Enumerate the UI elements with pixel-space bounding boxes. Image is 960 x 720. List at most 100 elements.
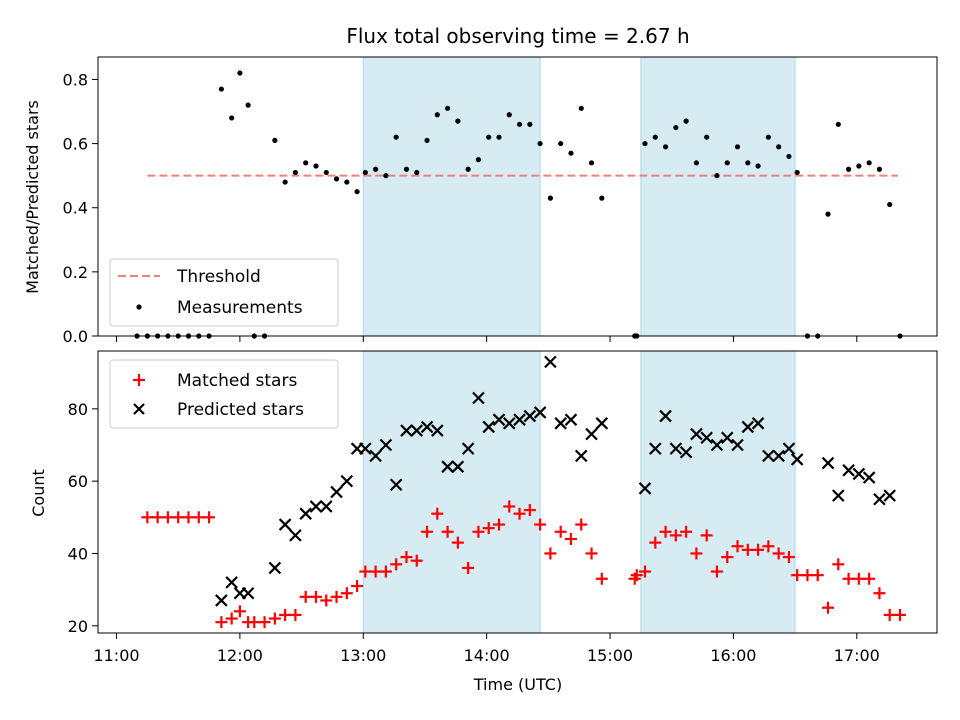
legend-measurements-label: Measurements [177, 298, 303, 318]
measurement-point [568, 150, 574, 156]
predicted-star-point [821, 456, 835, 470]
top-legend-box [109, 258, 339, 327]
matched-star-point [801, 569, 814, 582]
top-y-tick-label: 0.8 [63, 70, 88, 89]
predicted-star-point [319, 500, 333, 513]
predicted-star-point [379, 438, 393, 452]
matched-star-point [852, 572, 865, 585]
predicted-star-point [659, 409, 672, 423]
predicted-star-point [359, 442, 372, 455]
measurement-point [673, 124, 679, 131]
matched-star-point [832, 558, 845, 571]
matched-star-point [503, 500, 516, 513]
predicted-star-point [523, 409, 537, 423]
predicted-star-point [772, 449, 785, 463]
measurement-point [475, 157, 482, 163]
matched-star-point [482, 522, 495, 535]
matched-star-point [462, 561, 475, 574]
measurement-point [465, 166, 471, 172]
predicted-star-point [513, 413, 526, 426]
predicted-star-point [648, 442, 662, 455]
measurement-point [547, 195, 554, 201]
matched-star-point [279, 608, 292, 621]
top-y-tick-label: 0.4 [63, 199, 88, 218]
top-panel: 0.00.20.40.60.8 Matched/Predicted stars … [23, 56, 938, 346]
top-y-axis-label: Matched/Predicted stars [23, 100, 42, 294]
measurement-point [599, 195, 605, 201]
predicted-star-point [451, 460, 465, 473]
matched-star-point [863, 572, 876, 585]
measurement-point [537, 140, 543, 147]
top-shaded-interval [640, 56, 796, 337]
predicted-star-point [862, 471, 876, 484]
measurement-point [558, 140, 564, 147]
matched-star-point [554, 525, 567, 538]
measurement-point [486, 134, 492, 140]
predicted-star-point [544, 355, 557, 369]
measurement-point [745, 160, 751, 166]
matched-star-point [309, 590, 322, 603]
top-y-tick-label: 0.0 [63, 327, 88, 346]
matched-star-point [575, 518, 588, 531]
measurement-point [313, 163, 319, 169]
bottom-y-axis-label: Count [29, 469, 48, 517]
matched-star-point [630, 569, 643, 582]
measurement-point [282, 179, 288, 185]
predicted-star-point [309, 500, 323, 513]
measurement-point [856, 163, 862, 169]
matched-star-point [772, 547, 785, 560]
bottom-legend: Matched stars Predicted stars [109, 359, 339, 429]
bottom-y-tick-label: 60 [68, 472, 88, 491]
matched-star-point [710, 565, 723, 578]
predicted-star-point [400, 424, 413, 437]
matched-star-point [700, 529, 713, 542]
measurement-point [496, 134, 502, 140]
bottom-y-tick-label: 20 [68, 617, 88, 636]
top-legend: Threshold Measurements [109, 258, 339, 327]
matched-star-point [680, 525, 693, 538]
matched-star-point [431, 507, 444, 520]
matched-star-point [752, 543, 765, 556]
matched-star-point [225, 612, 238, 625]
measurement-point [323, 169, 329, 176]
predicted-star-point [585, 427, 598, 441]
matched-star-point [811, 569, 824, 582]
matched-star-point [410, 554, 423, 567]
predicted-star-point [669, 442, 683, 455]
measurement-point [303, 160, 309, 166]
matched-star-point [585, 547, 598, 560]
measurement-point [373, 166, 379, 172]
matched-star-point [161, 511, 174, 524]
measurement-point [734, 144, 741, 150]
predicted-star-point [340, 474, 354, 488]
predicted-star-point [369, 449, 382, 463]
chart-title: Flux total observing time = 2.67 h [346, 24, 689, 48]
predicted-star-point [638, 482, 652, 495]
measurement-point [218, 86, 224, 92]
predicted-star-point [832, 489, 845, 502]
predicted-star-point [533, 406, 547, 419]
x-tick-label: 11:00 [93, 646, 139, 665]
predicted-star-point [731, 438, 744, 452]
measurement-point [424, 137, 430, 143]
bottom-y-tick-label: 40 [68, 544, 88, 563]
predicted-star-point [268, 561, 282, 575]
predicted-star-point [883, 489, 896, 502]
matched-star-point [268, 612, 281, 625]
x-tick-label: 14:00 [464, 646, 510, 665]
measurement-point [354, 189, 360, 195]
matched-star-point [669, 529, 682, 542]
matched-star-point [421, 525, 434, 538]
measurement-point [292, 169, 299, 176]
measurement-point [393, 134, 399, 140]
predicted-star-point [554, 417, 567, 430]
matched-star-point [359, 565, 372, 578]
matched-star-point [369, 565, 382, 578]
matched-star-point [141, 511, 154, 524]
measurement-point [333, 176, 340, 182]
matched-star-point [299, 590, 312, 603]
predicted-star-point [441, 460, 454, 473]
predicted-star-point [472, 391, 485, 405]
matched-star-point [340, 587, 353, 600]
